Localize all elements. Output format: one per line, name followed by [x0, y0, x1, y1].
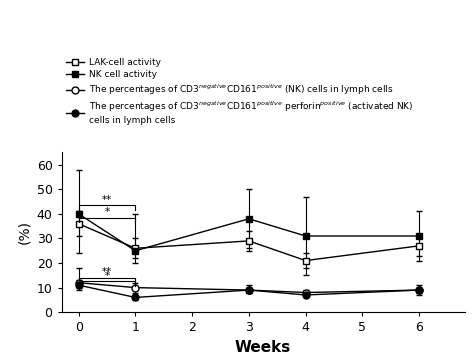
Text: **: ** — [102, 195, 112, 205]
Legend: LAK-cell activity, NK cell activity, The percentages of CD3$^{negative}$CD161$^{: LAK-cell activity, NK cell activity, The… — [66, 58, 413, 125]
X-axis label: Weeks: Weeks — [235, 340, 291, 355]
Text: *: * — [104, 207, 109, 217]
Y-axis label: (%): (%) — [17, 220, 31, 244]
Text: *: * — [104, 271, 109, 281]
Text: **: ** — [102, 267, 112, 277]
